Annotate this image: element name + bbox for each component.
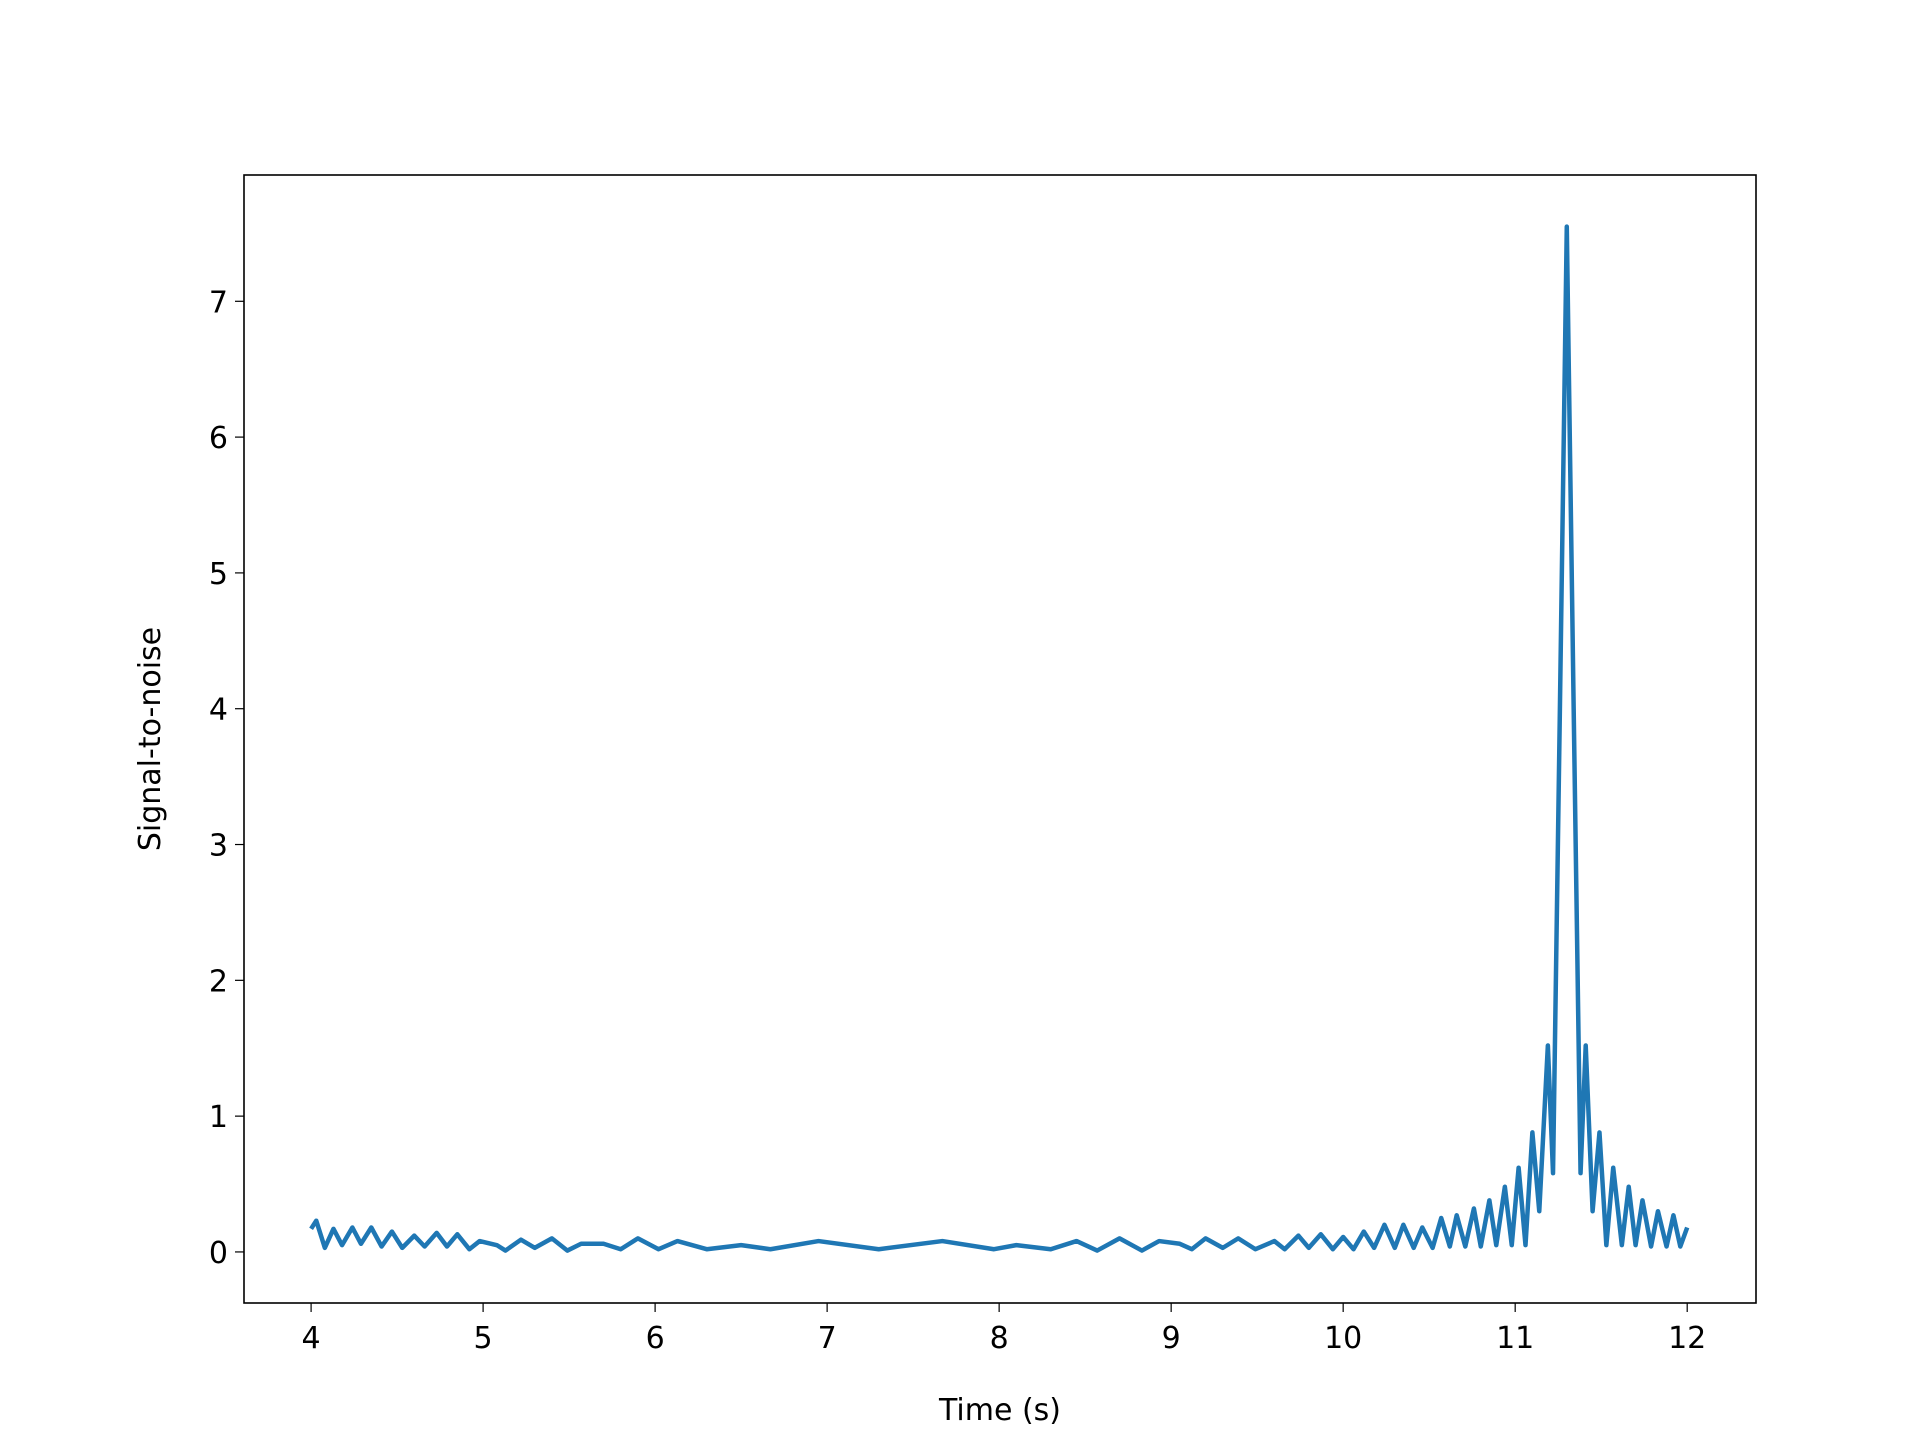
x-tick-label: 4: [302, 1321, 321, 1356]
y-tick-label: 2: [209, 964, 228, 999]
x-axis-label: Time (s): [938, 1393, 1061, 1428]
y-tick-label: 7: [209, 285, 228, 320]
x-tick-label: 6: [646, 1321, 665, 1356]
x-tick-label: 10: [1324, 1321, 1362, 1356]
y-tick-label: 1: [209, 1100, 228, 1135]
y-tick-label: 3: [209, 829, 228, 864]
line-series: [309, 224, 1690, 1253]
x-tick-label: 7: [818, 1321, 837, 1356]
x-tick-label: 8: [990, 1321, 1009, 1356]
x-tick-label: 5: [474, 1321, 493, 1356]
y-tick-label: 6: [209, 421, 228, 456]
x-tick-label: 11: [1496, 1321, 1534, 1356]
y-axis-label: Signal-to-noise: [133, 627, 168, 851]
y-tick-label: 5: [209, 557, 228, 592]
x-tick-label: 12: [1668, 1321, 1706, 1356]
y-tick-label: 0: [209, 1236, 228, 1271]
x-tick-label: 9: [1162, 1321, 1181, 1356]
y-tick-label: 4: [209, 693, 228, 728]
plot-frame: [243, 174, 1757, 1304]
